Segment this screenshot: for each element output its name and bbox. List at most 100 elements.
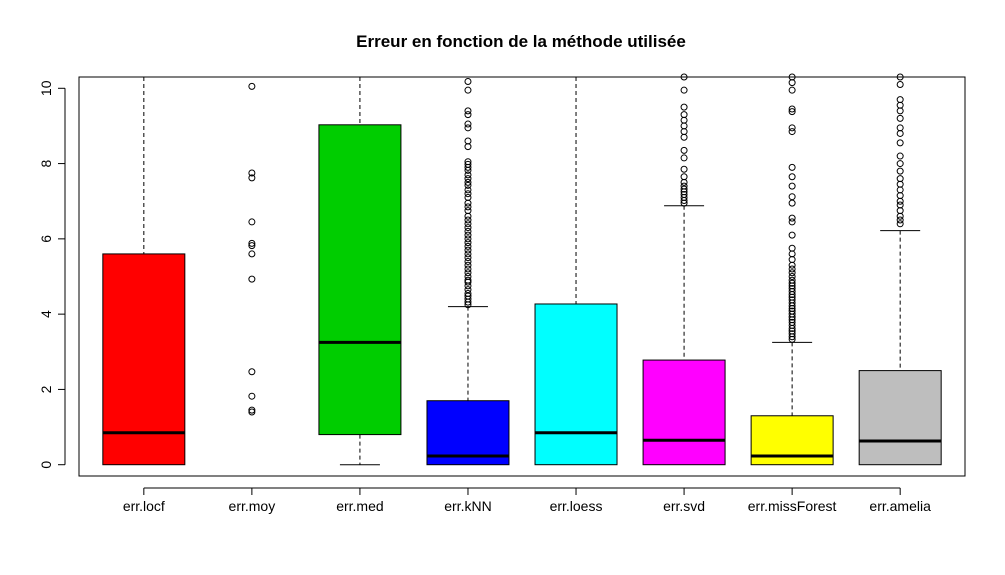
plot-frame [78,76,966,477]
outlier-point [788,199,796,207]
outlier-point [896,220,904,228]
outlier-point [464,254,472,262]
outlier-point [896,139,904,147]
outlier-point [788,265,796,273]
outlier-point [896,197,904,205]
outlier-point [464,107,472,115]
outlier-point [464,216,472,224]
outlier-point [788,324,796,332]
y-tick-label: 2 [38,385,54,393]
outlier-point [896,175,904,183]
outlier-point [680,154,688,162]
outlier-point [896,114,904,122]
outlier-point [788,214,796,222]
outlier-point [788,128,796,136]
outlier-point [896,160,904,168]
outlier-point [464,111,472,119]
outlier-point [680,116,688,124]
outlier-point [788,231,796,239]
box-err-loess [534,76,618,466]
outlier-point [464,301,472,309]
outlier-point [896,96,904,104]
outlier-point [788,244,796,252]
y-axis: 0 2 4 6 8 10 [38,80,66,469]
outlier-point [464,246,472,254]
outlier-point [464,163,472,171]
outlier-point [464,78,472,86]
box-body [858,370,942,466]
outlier-point [896,101,904,109]
outlier-point [896,73,904,81]
outlier-point [896,167,904,175]
outlier-point [896,180,904,188]
outlier-point [680,165,688,173]
outlier-point [248,239,256,247]
outlier-point [464,175,472,183]
outlier-point [680,128,688,136]
outlier-point [896,212,904,220]
outlier-point [464,265,472,273]
outlier-point [896,129,904,137]
outlier-point [248,406,256,414]
x-tick-label: err.svd [663,498,705,514]
outlier-point [788,335,796,343]
outlier-point [464,257,472,265]
box-err-locf [102,76,186,466]
outlier-point [464,166,472,174]
x-tick-label: err.amelia [869,498,931,514]
outlier-point [464,282,472,290]
outlier-point [464,224,472,232]
x-axis: err.locf err.moy err.med err.kNN err.loess er… [123,487,931,514]
outlier-point [788,333,796,341]
outlier-point [788,79,796,87]
outlier-point [464,231,472,239]
outlier-point [680,86,688,94]
outlier-point [464,186,472,194]
outlier-point [788,279,796,287]
outlier-point [680,178,688,186]
x-tick-label: err.med [336,498,383,514]
outlier-point [464,178,472,186]
outlier-point [248,250,256,258]
x-tick-label: err.missForest [748,498,837,514]
box-body [318,124,402,436]
x-tick-label: err.loess [550,498,603,514]
outlier-point [248,392,256,400]
outlier-point [248,368,256,376]
box-err-amelia [858,73,942,466]
box-err-med [318,76,402,466]
outlier-point [464,207,472,215]
outlier-point [896,186,904,194]
outlier-point [788,182,796,190]
box-body [102,253,186,466]
box-body [642,359,726,466]
outlier-point [680,133,688,141]
outlier-point [248,275,256,283]
outlier-point [464,239,472,247]
outlier-point [464,203,472,211]
box-group [102,73,942,466]
outlier-point [248,174,256,182]
chart-title: Erreur en fonction de la méthode utilisé… [356,32,686,51]
x-tick-label: err.moy [229,498,276,514]
outlier-point [896,124,904,132]
outlier-point [896,207,904,215]
outlier-point [464,261,472,269]
outlier-point [788,291,796,299]
outlier-point [788,218,796,226]
outlier-point [248,169,256,177]
outlier-point [788,269,796,277]
outlier-point [680,122,688,130]
outlier-point [680,103,688,111]
outlier-point [680,173,688,181]
outlier-point [788,261,796,269]
box-err-moy [248,82,256,416]
outlier-point [464,269,472,277]
outlier-point [680,146,688,154]
y-tick-label: 10 [38,80,54,96]
outlier-point [464,193,472,201]
y-tick-label: 0 [38,461,54,469]
outlier-point [788,193,796,201]
outlier-point [896,152,904,160]
box-err-svd [642,73,726,466]
